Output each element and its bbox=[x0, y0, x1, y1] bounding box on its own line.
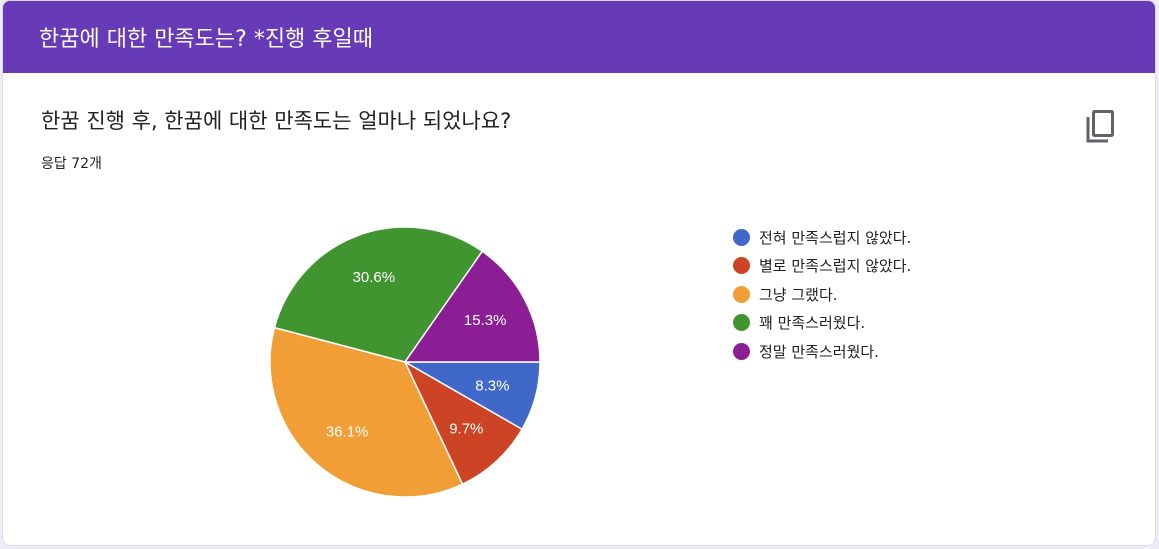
section-header: 한꿈에 대한 만족도는? *진행 후일때 bbox=[3, 1, 1155, 73]
pie-slice[interactable] bbox=[403, 360, 524, 486]
slice-data-label: 9.7% bbox=[449, 421, 483, 438]
pie-chart: 8.3% 9.7% 36.1% 30.6% 15.3% bbox=[269, 226, 541, 498]
legend-label: 정말 만족스러웠다. bbox=[759, 342, 879, 361]
legend-item[interactable]: 별로 만족스럽지 않았다. bbox=[733, 252, 911, 281]
pie-slice[interactable] bbox=[403, 250, 541, 363]
slice-data-label: 15.3% bbox=[464, 312, 507, 329]
pie-slice[interactable] bbox=[269, 326, 464, 498]
legend-label: 별로 만족스럽지 않았다. bbox=[759, 257, 912, 276]
slice-data-label: 8.3% bbox=[475, 377, 509, 394]
legend-label: 꽤 만족스러웠다. bbox=[759, 314, 866, 333]
pie-slice[interactable] bbox=[273, 226, 484, 363]
legend-item[interactable]: 정말 만족스러웠다. bbox=[733, 337, 911, 366]
section-title: 한꿈에 대한 만족도는? *진행 후일때 bbox=[39, 27, 374, 52]
legend-item[interactable]: 그냥 그랬다. bbox=[733, 280, 911, 309]
slice-data-label: 30.6% bbox=[353, 269, 396, 286]
legend-item[interactable]: 전혀 만족스럽지 않았다. bbox=[733, 223, 911, 252]
question-title: 한꿈 진행 후, 한꿈에 대한 만족도는 얼마나 되었나요? bbox=[41, 109, 512, 133]
legend-color-dot bbox=[733, 257, 750, 275]
chart-legend: 전혀 만족스럽지 않았다. 별로 만족스럽지 않았다. 그냥 그랬다. 꽤 만족스러웠… bbox=[733, 223, 911, 366]
legend-item[interactable]: 꽤 만족스러웠다. bbox=[733, 309, 911, 338]
legend-color-dot bbox=[733, 228, 750, 246]
response-count: 응답 72개 bbox=[41, 156, 102, 172]
copy-icon bbox=[1086, 110, 1114, 143]
legend-color-dot bbox=[733, 285, 750, 303]
slice-data-label: 36.1% bbox=[326, 424, 369, 441]
legend-label: 그냥 그랬다. bbox=[759, 285, 838, 304]
copy-chart-button[interactable] bbox=[1081, 107, 1121, 147]
legend-color-dot bbox=[733, 314, 750, 332]
legend-color-dot bbox=[733, 342, 750, 360]
legend-label: 전혀 만족스럽지 않았다. bbox=[759, 228, 912, 247]
